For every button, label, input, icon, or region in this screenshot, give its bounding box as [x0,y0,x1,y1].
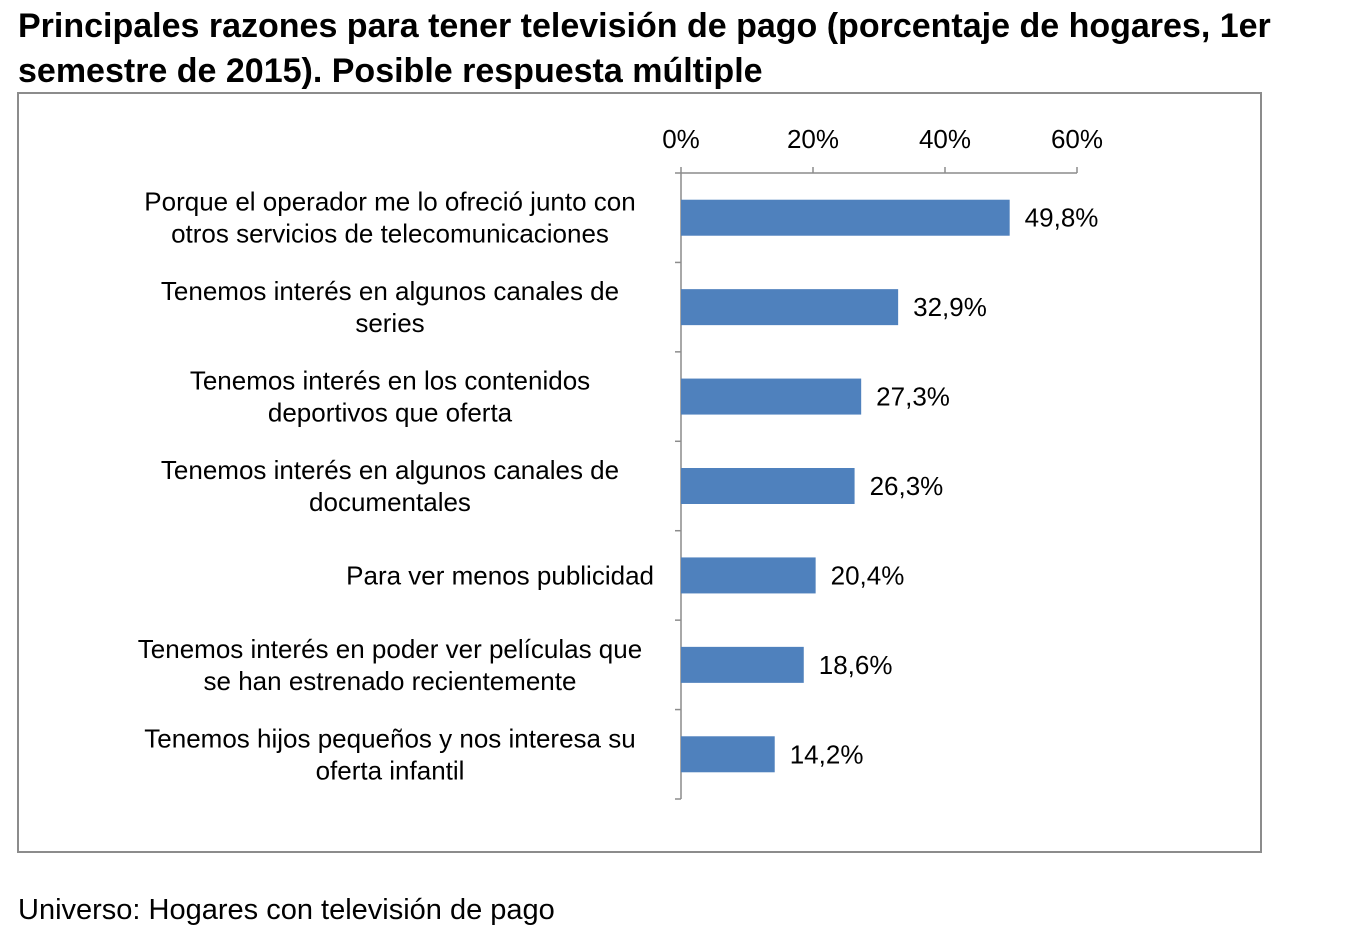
chart-frame [17,92,1262,853]
chart-title: Principales razones para tener televisió… [18,7,1271,90]
footnote: Universo: Hogares con televisión de pago [18,894,555,926]
